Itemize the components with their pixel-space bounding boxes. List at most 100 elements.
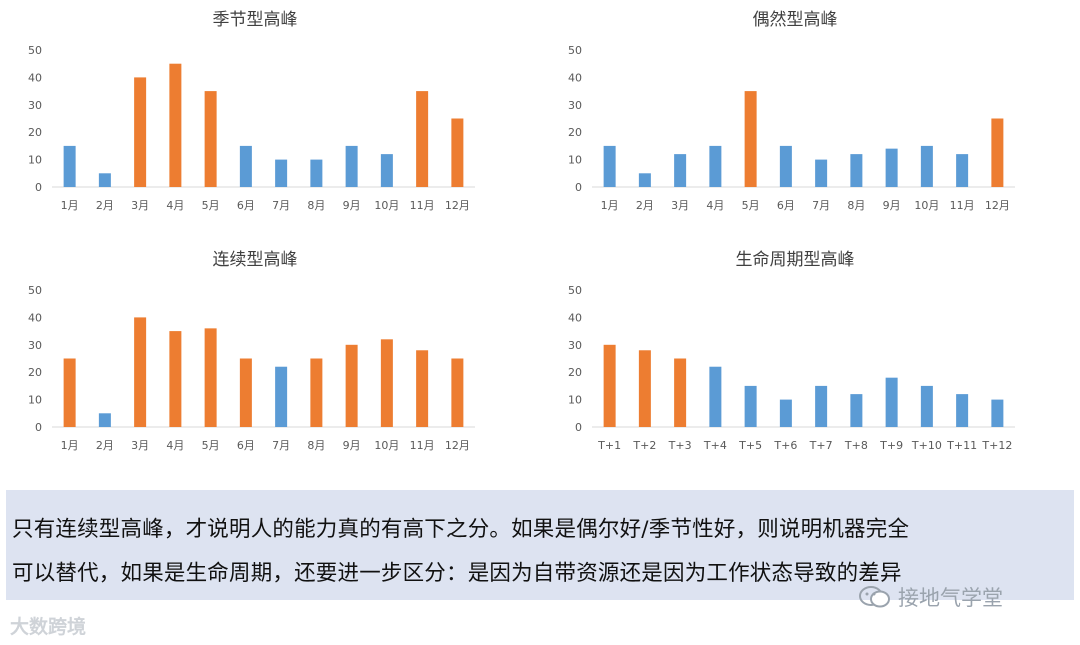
conclusion-note: 只有连续型高峰，才说明人的能力真的有高下之分。如果是偶尔好/季节性好，则说明机器…: [6, 490, 1074, 600]
bar: [380, 339, 393, 427]
y-tick-label: 30: [568, 99, 582, 112]
bar: [98, 413, 111, 427]
x-tick-label: 12月: [445, 439, 470, 452]
x-tick-label: 1月: [61, 439, 79, 452]
y-tick-label: 40: [568, 311, 582, 324]
bar: [63, 358, 76, 427]
x-tick-label: 9月: [343, 199, 361, 212]
bar: [603, 344, 616, 427]
y-tick-label: 10: [568, 394, 582, 407]
x-tick-label: 11月: [410, 439, 435, 452]
x-tick-label: 9月: [343, 439, 361, 452]
y-tick-label: 10: [568, 154, 582, 167]
x-tick-label: 6月: [777, 199, 795, 212]
bar: [310, 159, 323, 187]
bar: [709, 145, 722, 187]
bar: [779, 399, 792, 427]
x-tick-label: 1月: [61, 199, 79, 212]
x-tick-label: 3月: [131, 199, 149, 212]
bar: [885, 148, 898, 187]
x-tick-label: 3月: [671, 199, 689, 212]
watermark-left-text: 大数跨境: [10, 616, 87, 638]
y-tick-label: 50: [568, 44, 582, 57]
x-tick-label: 1月: [601, 199, 619, 212]
bar: [275, 159, 288, 187]
bar: [380, 154, 393, 187]
x-tick-label: 8月: [307, 439, 325, 452]
bar: [956, 394, 969, 427]
wechat-icon: [859, 586, 890, 608]
y-tick-label: 0: [35, 421, 42, 434]
x-tick-label: 5月: [202, 439, 220, 452]
x-tick-label: T+12: [981, 439, 1012, 452]
watermark-left: 大数跨境: [10, 612, 86, 639]
y-tick-label: 20: [28, 366, 42, 379]
bar: [920, 145, 933, 187]
chart-occasional-peak: 偶然型高峰 0 10 20 30 40 50 1月 2月 3月 4月 5月 6月 7月 8月 9月 10月 11月…: [540, 0, 1080, 240]
x-tick-label: 5月: [202, 199, 220, 212]
y-tick-label: 10: [28, 394, 42, 407]
bar: [169, 331, 182, 427]
x-tick-label: 2月: [636, 199, 654, 212]
x-tick-label: T+8: [844, 439, 868, 452]
x-tick-label: 6月: [237, 199, 255, 212]
x-tick-label: 11月: [950, 199, 975, 212]
bar: [275, 366, 288, 427]
y-tick-label: 0: [575, 421, 582, 434]
bar: [345, 344, 358, 427]
bar: [850, 154, 863, 187]
bar: [674, 154, 687, 187]
bar: [416, 91, 429, 187]
watermark-right: 接地气学堂: [858, 582, 1003, 612]
bar: [744, 91, 757, 187]
x-tick-label: 7月: [812, 199, 830, 212]
chart-seasonal-peak: 季节型高峰 0 10 20 30 40 50 1月 2月 3月 4月 5月 6月 7月 8月 9月 10月 11月…: [0, 0, 540, 240]
bar: [815, 159, 828, 187]
y-tick-label: 30: [568, 339, 582, 352]
y-tick-label: 50: [568, 284, 582, 297]
y-tick-label: 0: [35, 181, 42, 194]
x-tick-label: T+11: [946, 439, 977, 452]
bar: [204, 91, 217, 187]
bar: [310, 358, 323, 427]
x-tick-label: T+9: [879, 439, 903, 452]
bar: [204, 328, 217, 427]
x-tick-label: T+1: [597, 439, 621, 452]
bar: [815, 385, 828, 427]
watermark-right-text: 接地气学堂: [898, 586, 1003, 610]
bar: [239, 145, 252, 187]
x-tick-label: T+10: [911, 439, 942, 452]
bar: [345, 145, 358, 187]
bar: [920, 385, 933, 427]
note-line-1: 只有连续型高峰，才说明人的能力真的有高下之分。如果是偶尔好/季节性好，则说明机器…: [12, 517, 910, 542]
x-tick-label: 4月: [706, 199, 724, 212]
chart-lifecycle-peak: 生命周期型高峰 0 10 20 30 40 50 T+1 T+2 T+3 T+4 T+5 T+6 T+7 T…: [540, 240, 1080, 480]
bar: [709, 366, 722, 427]
x-tick-label: T+2: [632, 439, 656, 452]
bar: [451, 358, 464, 427]
y-tick-label: 0: [575, 181, 582, 194]
x-tick-label: 2月: [96, 199, 114, 212]
x-tick-label: 6月: [237, 439, 255, 452]
y-tick-label: 10: [28, 154, 42, 167]
chart-title: 连续型高峰: [213, 250, 298, 270]
note-line-2: 可以替代，如果是生命周期，还要进一步区分：是因为自带资源还是因为工作状态导致的差…: [12, 561, 902, 586]
x-tick-label: 4月: [166, 199, 184, 212]
x-tick-label: T+3: [668, 439, 692, 452]
chart-title: 季节型高峰: [213, 10, 298, 30]
bar: [63, 145, 76, 187]
bar: [603, 145, 616, 187]
bar: [779, 145, 792, 187]
bar: [885, 377, 898, 427]
bar: [744, 385, 757, 427]
y-tick-label: 40: [568, 71, 582, 84]
x-tick-label: T+6: [773, 439, 797, 452]
x-tick-label: 8月: [307, 199, 325, 212]
x-tick-label: 10月: [374, 439, 399, 452]
y-tick-label: 20: [568, 126, 582, 139]
y-tick-label: 50: [28, 44, 42, 57]
bar: [850, 394, 863, 427]
bar: [416, 350, 429, 427]
y-tick-label: 20: [28, 126, 42, 139]
x-tick-label: T+5: [738, 439, 762, 452]
